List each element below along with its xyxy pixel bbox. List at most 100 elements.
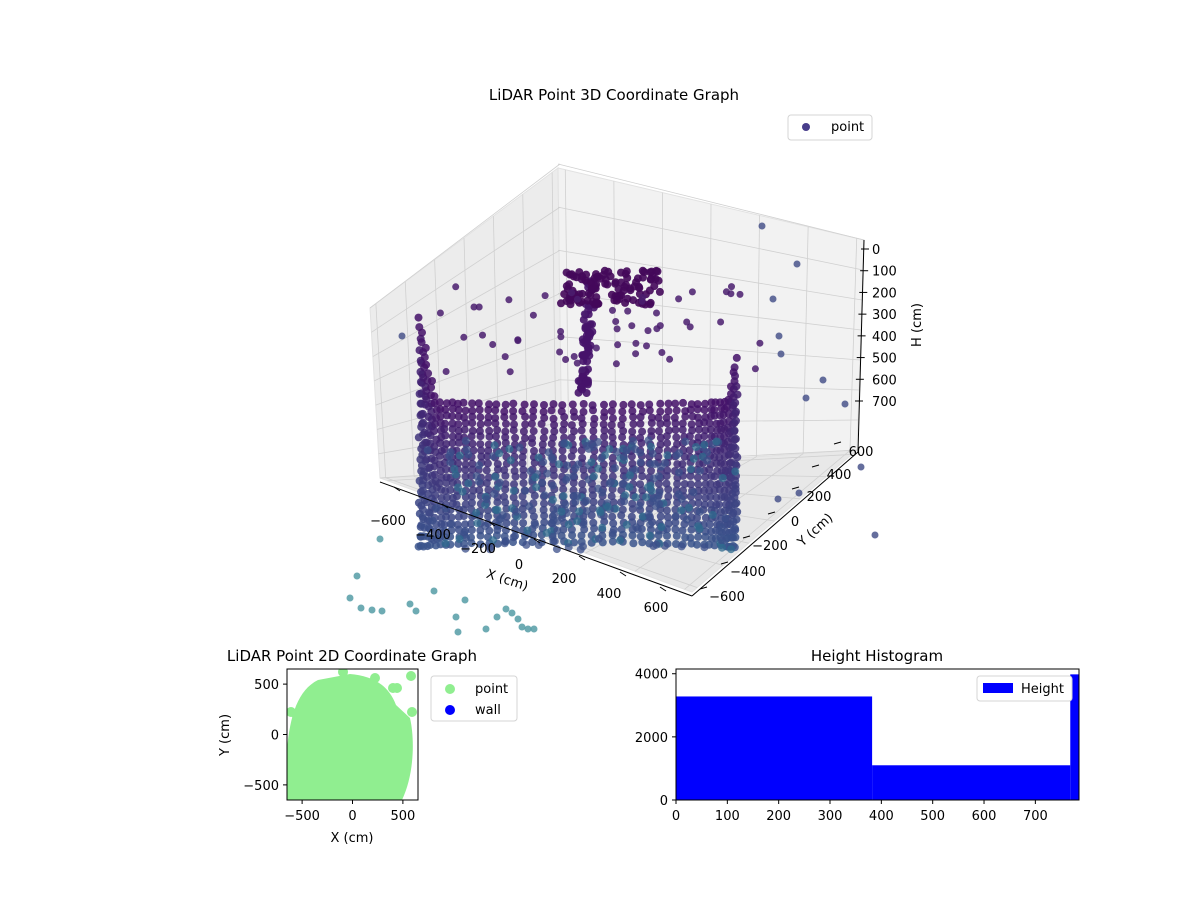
point-3d	[858, 464, 865, 471]
point-3d	[462, 597, 469, 604]
point-3d	[646, 300, 654, 308]
point-3d	[621, 283, 629, 291]
point-3d	[570, 492, 578, 500]
point-3d	[424, 369, 432, 377]
point-3d	[484, 419, 492, 427]
point-3d	[601, 267, 609, 275]
point-3d	[617, 511, 625, 519]
z-tick-label: 600	[872, 373, 897, 388]
point-3d	[609, 414, 617, 422]
x-tick-label-2d: 0	[348, 809, 356, 824]
point-3d	[623, 274, 631, 282]
point-3d	[600, 413, 608, 421]
point-3d	[731, 427, 739, 435]
point-3d	[618, 433, 626, 441]
point-3d	[593, 298, 601, 306]
point-3d	[441, 432, 449, 440]
point-3d	[511, 434, 519, 442]
point-3d	[713, 438, 721, 446]
point-3d	[663, 507, 671, 515]
point-3d	[639, 298, 646, 305]
point-3d	[731, 363, 739, 371]
point-3d	[430, 427, 438, 435]
point-3d	[648, 487, 656, 495]
point-3d	[731, 524, 739, 532]
point-3d	[532, 483, 540, 491]
point-3d	[722, 514, 730, 522]
point-3d	[614, 341, 621, 348]
point-3d	[548, 406, 556, 414]
point-3d	[636, 420, 644, 428]
point-3d	[507, 368, 514, 375]
point-3d	[609, 400, 617, 408]
point-3d	[483, 466, 491, 474]
point-3d	[608, 513, 616, 521]
point-3d	[628, 400, 636, 408]
point-3d	[731, 444, 739, 452]
x-tick-label: 200	[552, 572, 577, 587]
point-3d	[673, 407, 681, 415]
points-2d	[286, 667, 417, 800]
point-3d	[600, 433, 608, 441]
x-tick-label-hist: 400	[869, 809, 894, 824]
point-3d	[565, 521, 573, 529]
point-3d	[591, 274, 599, 282]
point-3d	[654, 267, 662, 275]
point-3d	[468, 419, 476, 427]
point-3d	[629, 413, 637, 421]
point-3d	[422, 344, 430, 352]
point-3d	[623, 267, 631, 275]
point-3d	[842, 401, 849, 408]
point-3d	[477, 432, 485, 440]
point-3d	[646, 521, 654, 529]
point-3d	[632, 493, 640, 501]
point-3d	[483, 495, 491, 503]
histogram-bar	[872, 765, 1070, 800]
y-axis-label-3d: Y (cm)	[794, 511, 836, 551]
point-3d	[557, 508, 565, 516]
point-3d	[541, 427, 549, 435]
point-3d	[679, 426, 687, 434]
y-tick-label-2d: 0	[271, 729, 279, 744]
point-3d	[872, 532, 879, 539]
point-3d	[436, 398, 444, 406]
point-3d	[493, 498, 501, 506]
point-3d	[559, 485, 567, 493]
point-3d	[520, 479, 528, 487]
point-3d	[502, 353, 509, 360]
point-3d	[556, 349, 563, 356]
point-3d	[501, 485, 509, 493]
z-tick-label: 700	[872, 395, 897, 410]
point-3d	[484, 459, 492, 467]
y-tick-label-hist: 2000	[635, 731, 668, 746]
x-tick-label-2d: −500	[284, 809, 320, 824]
point-3d	[531, 626, 538, 633]
point-3d	[637, 458, 645, 466]
point-3d	[608, 407, 616, 415]
point-3d	[523, 527, 531, 535]
point-3d	[629, 420, 637, 428]
x-tick-label: 400	[597, 587, 622, 602]
point-3d	[598, 489, 606, 497]
point-3d	[620, 497, 628, 505]
point-3d	[456, 452, 464, 460]
point-3d	[538, 420, 546, 428]
point-3d	[687, 465, 695, 473]
point-3d	[559, 447, 567, 455]
point-3d	[664, 485, 672, 493]
y-tick-label: 200	[807, 490, 832, 505]
point-3d	[732, 417, 740, 425]
point-3d	[479, 332, 486, 339]
point-3d	[516, 444, 524, 452]
point-3d	[642, 493, 650, 501]
point-3d	[718, 544, 726, 552]
point-3d	[681, 413, 689, 421]
point-3d	[475, 461, 483, 469]
legend-histogram: Height	[977, 676, 1072, 701]
y-tick-label: −400	[730, 565, 766, 580]
x-tick-label-hist: 300	[818, 809, 843, 824]
point-3d	[500, 413, 508, 421]
point-3d	[717, 319, 724, 326]
point-3d	[494, 614, 501, 621]
